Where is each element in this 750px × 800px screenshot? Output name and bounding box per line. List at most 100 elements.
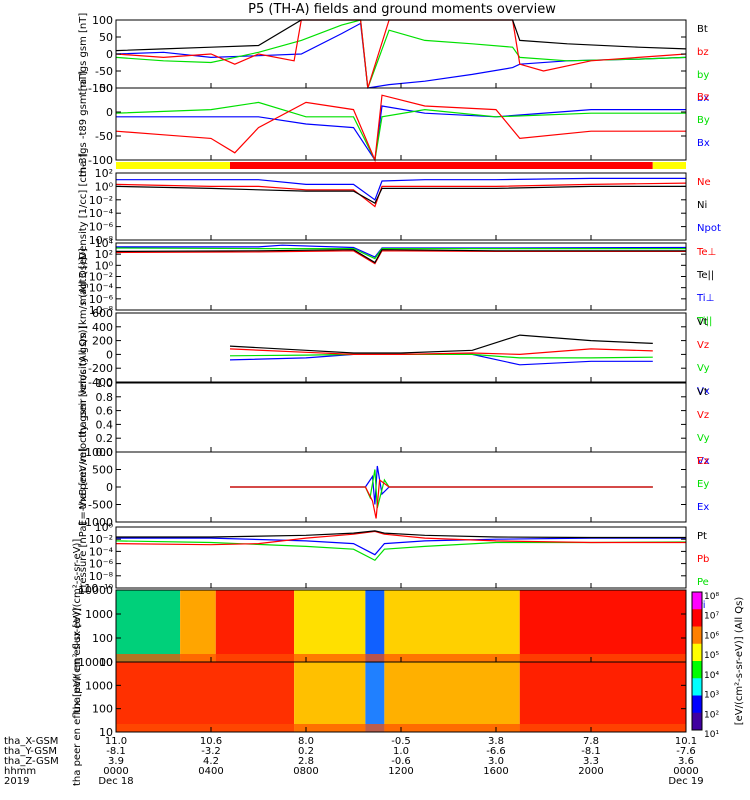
y-axis-label: tha fgs gsm [nT] — [78, 13, 89, 96]
series-vx-line — [229, 353, 653, 366]
y-tick-label: 0 — [106, 106, 113, 119]
y-tick-label: 10⁻¹⁰ — [84, 582, 113, 595]
y-tick-label: -200 — [88, 362, 113, 375]
series-ne-line — [115, 182, 687, 208]
colorbar-tick-label: 10⁴ — [704, 671, 719, 681]
y-tick-label: 0.6 — [96, 405, 114, 418]
panel-10: 10000 1000 100 10 tha peer en eflux [eV/(cm²… — [72, 608, 687, 786]
series-ez-line — [230, 478, 653, 519]
spectrogram-region-5 — [365, 590, 385, 662]
ephemeris-value: 0000 — [673, 766, 698, 777]
y-axis-label: Density [1/cc] [cm-3] — [78, 153, 89, 259]
state-segment-3 — [652, 162, 686, 169]
colorbar-band-2 — [692, 609, 702, 627]
y-tick-label: 100 — [92, 632, 113, 645]
y-tick-label: 10⁻² — [89, 533, 113, 546]
colorbar-band-7 — [692, 695, 702, 714]
y-tick-label: 1.0 — [96, 377, 114, 390]
y-tick-label: 0.8 — [96, 391, 114, 404]
ephemeris-value: 1.0 — [393, 746, 409, 757]
spectrogram-region-5 — [519, 662, 686, 732]
ephemeris-value: 11.0 — [105, 736, 127, 747]
series-pt-line — [116, 530, 686, 539]
ephemeris-value: 3.3 — [583, 756, 599, 767]
y-tick-label: -50 — [95, 65, 113, 78]
y-tick-label: 0.0 — [96, 446, 114, 459]
legend-bx: bx — [697, 93, 709, 104]
colorbar-unit-label: [eV/(cm²-s-sr-eV)] (All Qs) — [734, 597, 745, 726]
ephemeris-value: 0400 — [198, 766, 223, 777]
y-tick-label: 0 — [106, 481, 113, 494]
legend-ne: Ne — [697, 177, 711, 188]
ephemeris-value: -7.6 — [676, 746, 696, 757]
legend-vz: Vz — [697, 340, 709, 351]
colorbar-band-5 — [692, 661, 702, 679]
spectrogram-region-1 — [116, 590, 181, 662]
y-tick-label: -100 — [88, 154, 113, 167]
colorbar-tick-label: 10⁷ — [704, 612, 719, 622]
y-tick-label: 10⁻⁸ — [89, 304, 114, 317]
panel-9: 10000 1000 100 10 tha peir en eflux [eV/(cm²… — [72, 539, 687, 713]
ephemeris-value: 2000 — [578, 766, 603, 777]
ephemeris-value: 3.0 — [488, 756, 504, 767]
y-tick-label: 1000 — [85, 679, 113, 692]
y-tick-label: 10⁴ — [95, 237, 114, 250]
legend-pb: Pb — [697, 554, 709, 565]
y-axis-label: tha peer en eflux [eV/(cm²-s-sr-eV)] — [72, 608, 83, 786]
series-bx-line — [115, 22, 687, 89]
y-tick-label: 0 — [106, 48, 113, 61]
y-tick-label: 10⁻² — [89, 194, 113, 207]
legend-vx: Vx — [697, 456, 710, 467]
y-tick-label: 10 — [99, 656, 113, 669]
series-vt-line — [229, 334, 653, 354]
legend-vy: Vy — [697, 433, 710, 444]
spectrogram-region-7 — [519, 590, 686, 662]
y-axis-label: magt3 [eV] — [78, 248, 89, 305]
y-axis-label: Pressure [nPa] — [78, 522, 89, 594]
ephemeris-value: 4.2 — [203, 756, 219, 767]
legend-vy: Vy — [697, 363, 710, 374]
ephemeris-value: -0.5 — [391, 736, 411, 747]
series-ey-line — [230, 469, 653, 509]
colorbar-tick-label: 10⁵ — [704, 651, 719, 661]
y-tick-label: 10⁻⁴ — [89, 545, 114, 558]
colorbar-tick-label: 10⁶ — [704, 631, 719, 641]
ephemeris-value: -3.2 — [201, 746, 221, 757]
ephemeris-value: 1600 — [483, 766, 508, 777]
y-axis-label: tha peer velocity gsm [km/s (All Qs)] — [78, 326, 89, 510]
y-tick-label: 0.2 — [96, 432, 114, 445]
y-tick-label: 10² — [95, 167, 113, 180]
state-segment-1 — [116, 162, 230, 169]
colorbar-band-6 — [692, 678, 702, 696]
legend-bz: Bz — [697, 92, 709, 103]
series-bt-line — [115, 19, 687, 52]
ephemeris-date-end: Dec 19 — [668, 776, 703, 787]
colorbar-frame — [691, 591, 703, 731]
legend-bx: Bx — [697, 138, 710, 149]
y-tick-label: 10⁻⁶ — [89, 221, 114, 234]
state-segment-2 — [230, 162, 653, 169]
y-tick-label: -50 — [95, 130, 113, 143]
legend-ez: Ez — [697, 456, 709, 467]
legend-bt: Bt — [697, 24, 708, 35]
ephemeris-value: 2.8 — [298, 756, 314, 767]
y-tick-label: 10⁰ — [95, 180, 114, 193]
y-tick-label: 200 — [92, 335, 113, 348]
legend-pe: Pe — [697, 577, 709, 588]
legend-npot: Npot — [697, 223, 721, 234]
ephemeris-value: 0.2 — [298, 746, 314, 757]
y-axis-label: tha peir velocity gsm [km/s (All Qs)] — [78, 257, 89, 438]
y-tick-label: 500 — [92, 464, 113, 477]
ephemeris-year: 2019 — [4, 776, 29, 787]
series-te-line — [115, 250, 686, 265]
y-axis-label: tha fgs -t89 gsm [nT] — [78, 71, 89, 177]
y-tick-label: 10 — [99, 726, 113, 739]
ephemeris-value: 3.9 — [108, 756, 124, 767]
ephemeris-value: 1200 — [388, 766, 413, 777]
spectrogram-region-3 — [365, 662, 385, 732]
